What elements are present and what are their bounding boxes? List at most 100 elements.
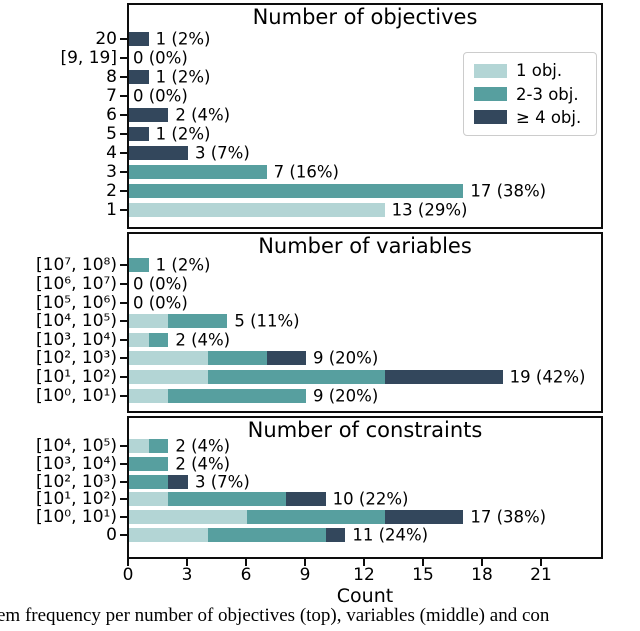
bar-segment-medium	[129, 474, 169, 489]
bar-row: 3 7 (16%)	[0, 162, 640, 183]
x-tick	[245, 559, 247, 566]
figure-caption: em frequency per number of objectives (t…	[0, 605, 550, 626]
y-tick-label: 0	[106, 525, 117, 546]
y-tick	[120, 338, 127, 341]
y-tick-label: 20	[95, 28, 117, 49]
bar-row: 2 17 (38%)	[0, 181, 640, 201]
bar-segment-medium	[168, 314, 228, 329]
bar-value-label: 5 (11%)	[234, 311, 300, 331]
bar-value-label: 17 (38%)	[470, 181, 547, 201]
bar-value-label: 19 (42%)	[509, 367, 586, 387]
bar-segment-light	[129, 528, 208, 543]
bar-segment-medium	[129, 456, 169, 471]
bar-value-label: 2 (4%)	[175, 436, 231, 456]
x-tick-label: 6	[240, 565, 252, 585]
y-tick-label: [10⁵, 10⁶)	[36, 292, 117, 313]
y-tick-label: [10², 10³)	[36, 471, 117, 492]
bar-value-label: 9 (20%)	[313, 386, 379, 406]
bar-value-label: 0 (0%)	[133, 48, 188, 68]
y-tick-label: [10⁴, 10⁵)	[36, 311, 117, 332]
y-tick-label: 5	[106, 124, 117, 145]
legend-label-1obj: 1 obj.	[516, 61, 563, 81]
bar-rows: [10⁷, 10⁸) 1 (2%) [10⁶, 10⁷) 0 (0%) [10⁵, 10…	[0, 255, 640, 406]
bar-row: [10¹, 10²) 19 (42%)	[0, 367, 640, 387]
y-tick-label: 3	[106, 162, 117, 183]
bar-row: 4 3 (7%)	[0, 143, 640, 163]
bar-value-label: 2 (4%)	[175, 454, 231, 474]
bar-row: 5 1 (2%)	[0, 124, 640, 145]
x-tick-label: 9	[299, 565, 311, 585]
bar-segment-light	[129, 314, 169, 329]
y-tick	[120, 209, 127, 212]
panel-title-objectives: Number of objectives	[252, 5, 478, 29]
y-tick	[120, 171, 127, 174]
bar-segment-dark	[129, 107, 169, 122]
panel-variables: Number of variables [10⁷, 10⁸) 1 (2%) [10⁶…	[0, 232, 640, 413]
bar-rows: 20 1 (2%) [9, 19] 0 (0%) 8 1 (2%) 7 0 (0%) 6 2 (4…	[0, 28, 640, 221]
bar-row: 0 11 (24%)	[0, 525, 640, 546]
y-tick	[120, 534, 127, 537]
y-tick-label: [10³, 10⁴)	[36, 329, 117, 350]
x-tick	[304, 559, 306, 566]
y-tick-label: [10³, 10⁴)	[36, 453, 117, 474]
bar-segment-medium	[207, 370, 385, 385]
bar-value-label: 17 (38%)	[470, 507, 547, 527]
bar-segment-dark	[129, 69, 149, 84]
panel-constraints: Number of constraints [10⁴, 10⁵) 2 (4%) [1…	[0, 416, 640, 559]
bar-row: [10⁰, 10¹) 9 (20%)	[0, 385, 640, 406]
bar-row: [10², 10³) 9 (20%)	[0, 348, 640, 369]
y-tick-label: [10⁰, 10¹)	[36, 385, 117, 406]
bar-segment-medium	[207, 351, 267, 366]
y-tick-label: [9, 19]	[60, 47, 117, 68]
y-tick-label: 7	[106, 85, 117, 106]
bar-segment-medium	[247, 510, 385, 525]
bar-value-label: 0 (0%)	[133, 293, 188, 313]
legend-item: 2-3 obj.	[474, 85, 586, 104]
bar-value-label: 2 (4%)	[175, 330, 231, 350]
y-tick-label: [10², 10³)	[36, 348, 117, 369]
x-tick-label: 3	[181, 565, 193, 585]
bar-row: [10⁴, 10⁵) 5 (11%)	[0, 311, 640, 332]
legend-swatch-ge4obj	[474, 110, 507, 125]
y-tick-label: 6	[106, 104, 117, 125]
bar-segment-light	[129, 351, 208, 366]
y-tick	[120, 444, 127, 447]
y-tick	[120, 37, 127, 40]
panel-title-variables: Number of variables	[258, 234, 472, 258]
bar-segment-medium	[148, 332, 169, 347]
bar-segment-dark	[286, 492, 326, 507]
x-tick	[127, 559, 129, 566]
bar-segment-dark	[266, 351, 306, 366]
bar-value-label: 3 (7%)	[195, 143, 250, 163]
bar-value-label: 2 (4%)	[175, 105, 231, 125]
bar-segment-medium	[168, 492, 287, 507]
y-tick-label: [10⁴, 10⁵)	[36, 435, 117, 456]
y-tick-label: [10⁶, 10⁷)	[36, 273, 117, 294]
bar-row: [10², 10³) 3 (7%)	[0, 471, 640, 492]
y-tick	[120, 357, 127, 360]
bar-segment-medium	[207, 528, 326, 543]
y-tick	[120, 152, 127, 155]
bar-segment-light	[129, 203, 385, 218]
legend-item: ≥ 4 obj.	[474, 108, 586, 127]
y-tick-label: [10¹, 10²)	[36, 489, 117, 510]
bar-value-label: 1 (2%)	[155, 29, 211, 49]
panel-objectives: Number of objectives 20 1 (2%) [9, 19] 0 (0…	[0, 3, 640, 229]
x-tick	[186, 559, 188, 566]
panel-title-constraints: Number of constraints	[247, 418, 483, 442]
bar-value-label: 1 (2%)	[155, 124, 211, 144]
bar-row: [10⁷, 10⁸) 1 (2%)	[0, 255, 640, 276]
y-tick-label: [10⁷, 10⁸)	[36, 255, 117, 276]
y-tick-label: [10⁰, 10¹)	[36, 507, 117, 528]
bar-segment-dark	[325, 528, 346, 543]
y-tick	[120, 320, 127, 323]
bar-segment-dark	[129, 127, 149, 142]
bar-value-label: 10 (22%)	[332, 489, 409, 509]
y-tick	[120, 516, 127, 519]
bar-value-label: 0 (0%)	[133, 274, 188, 294]
bar-segment-dark	[129, 146, 188, 161]
y-tick	[120, 480, 127, 483]
bar-segment-dark	[168, 474, 188, 489]
legend-label-ge4obj: ≥ 4 obj.	[516, 107, 582, 127]
